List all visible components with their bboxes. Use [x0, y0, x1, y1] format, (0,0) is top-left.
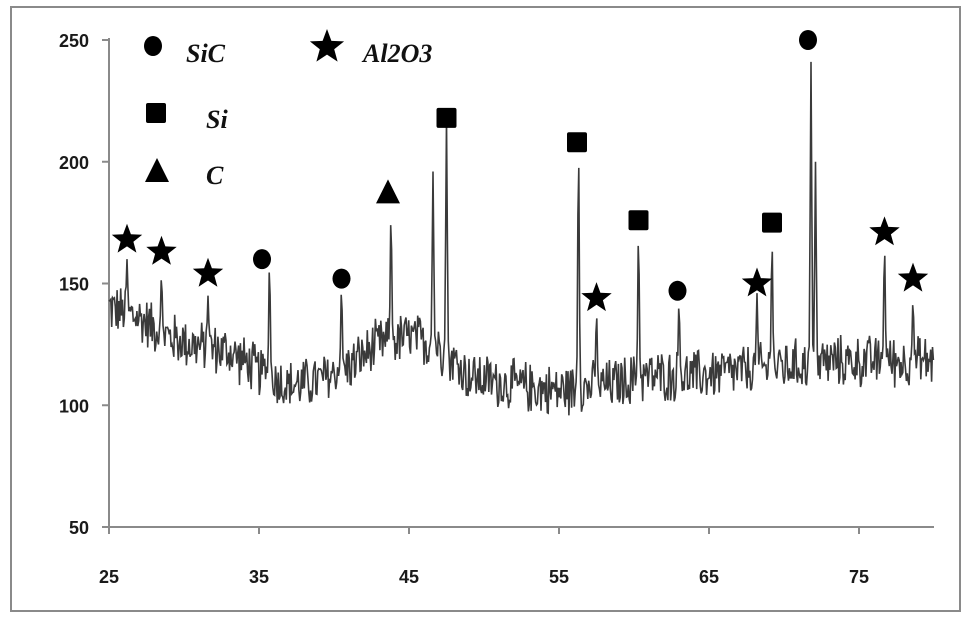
legend-label: SiC — [186, 39, 226, 68]
star-peak-marker — [146, 235, 177, 265]
star-peak-marker — [869, 216, 900, 246]
chart-frame — [10, 6, 961, 612]
y-tick-label: 100 — [59, 396, 89, 416]
legend-triangle-icon — [145, 158, 169, 182]
y-tick-label: 50 — [69, 518, 89, 538]
square-peak-marker — [628, 210, 649, 231]
square-peak-marker — [436, 107, 457, 128]
y-tick-label: 250 — [59, 31, 89, 51]
circle-peak-marker — [799, 30, 817, 50]
legend-star-icon — [309, 29, 345, 62]
y-tick-label: 200 — [59, 153, 89, 173]
circle-peak-marker — [253, 249, 271, 270]
square-peak-marker — [567, 132, 587, 153]
legend-label: Al2O3 — [361, 39, 432, 68]
y-tick-label: 150 — [59, 275, 89, 295]
legend-circle-icon — [144, 36, 162, 56]
x-tick-label: 35 — [249, 567, 269, 587]
legend-square-icon — [146, 103, 166, 123]
legend-label: Si — [206, 105, 228, 134]
x-tick-label: 65 — [699, 567, 719, 587]
star-peak-marker — [111, 223, 143, 253]
x-tick-label: 75 — [849, 567, 869, 587]
star-peak-marker — [741, 267, 773, 297]
circle-peak-marker — [332, 268, 351, 289]
triangle-peak-marker — [376, 179, 400, 204]
xrd-series-line — [108, 61, 935, 416]
star-peak-marker — [192, 257, 224, 287]
x-tick-label: 55 — [549, 567, 569, 587]
star-peak-marker — [581, 282, 612, 312]
x-tick-label: 45 — [399, 567, 419, 587]
star-peak-marker — [897, 262, 929, 292]
square-peak-marker — [762, 212, 782, 233]
x-tick-label: 25 — [99, 567, 119, 587]
legend-label: C — [206, 161, 224, 190]
circle-peak-marker — [668, 280, 687, 301]
